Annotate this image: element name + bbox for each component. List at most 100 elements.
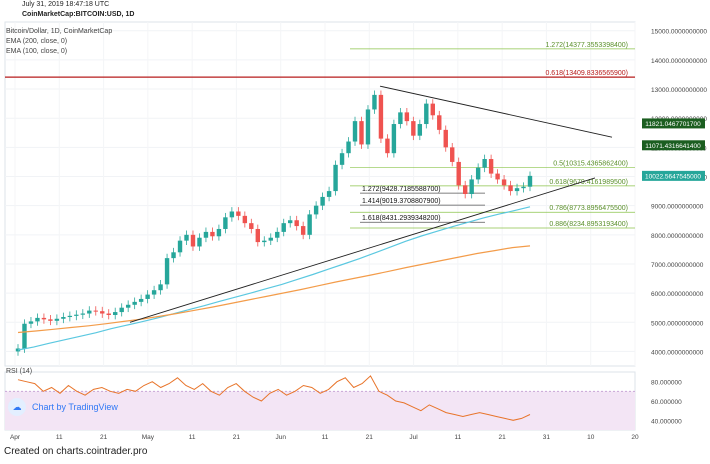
x-tick-label: 11 — [454, 434, 461, 441]
fib-level-label: 1.414(9019.3708807900) — [362, 198, 441, 205]
candle-body — [242, 215, 248, 224]
price-badge — [642, 170, 705, 181]
cloud-icon: ☁ — [8, 398, 26, 416]
x-tick-label: 20 — [631, 434, 639, 441]
candle-body — [514, 188, 520, 192]
candle-body — [339, 153, 345, 165]
candle-body — [41, 317, 47, 320]
candle-body — [527, 175, 533, 187]
price-badge — [642, 140, 705, 151]
candle-body — [236, 211, 241, 216]
candle-body — [450, 147, 455, 162]
candle-body — [488, 159, 494, 174]
candle-body — [443, 129, 448, 148]
candle-body — [268, 237, 273, 241]
candle-body — [320, 196, 325, 206]
candle-body — [482, 159, 487, 168]
fib-level-label: 0.886(8234.8953193400) — [549, 221, 628, 228]
price-badge-label: 11071.4316641400 — [645, 143, 701, 150]
header-symbol: CoinMarketCap:BITCOIN:USD, 1D — [22, 11, 135, 18]
candle-body — [255, 228, 260, 243]
fib-level-label: 0.618(13409.8336565900) — [545, 70, 628, 77]
tradingview-badge[interactable]: ☁ Chart by TradingView — [8, 398, 118, 416]
candle-body — [190, 234, 196, 247]
candle-body — [210, 231, 215, 237]
x-tick-label: 11 — [189, 434, 196, 441]
price-badge — [642, 118, 705, 129]
candle-body — [294, 220, 299, 227]
price-tick-label: 5000.0000000000 — [651, 320, 704, 327]
candle-body — [197, 237, 202, 247]
candle-body — [74, 314, 79, 316]
header-date: July 31, 2019 18:47:18 UTC — [22, 1, 110, 8]
candle-body — [158, 284, 163, 291]
candle-body — [106, 313, 111, 315]
candle-body — [352, 121, 358, 142]
candle-body — [54, 318, 60, 321]
candle-body — [469, 179, 474, 194]
candle-body — [125, 304, 131, 308]
candle-body — [138, 298, 144, 302]
x-tick-label: 10 — [587, 434, 595, 441]
x-tick-label: 11 — [322, 434, 329, 441]
candle-body — [404, 112, 410, 122]
candle-body — [28, 321, 34, 324]
candle-body — [307, 214, 312, 235]
candle-body — [203, 231, 209, 238]
x-tick-label: Jul — [409, 434, 418, 441]
candle-body — [171, 252, 176, 259]
price-badge-label: 11821.0467701700 — [645, 121, 701, 128]
candle-body — [456, 161, 461, 186]
candle-body — [346, 141, 351, 154]
candle-body — [164, 258, 170, 285]
candle-body — [326, 191, 332, 197]
candle-body — [61, 317, 66, 319]
rsi-tick-label: 40.000000 — [651, 418, 682, 425]
candle-body — [475, 167, 481, 180]
candle-body — [87, 310, 92, 314]
fib-level-label: 1.272(14377.3553398400) — [545, 42, 628, 49]
candle-body — [424, 103, 429, 125]
tradingview-badge-text: Chart by TradingView — [32, 402, 118, 412]
candle-body — [398, 112, 403, 125]
support-trendline — [129, 177, 596, 323]
candle-body — [35, 317, 40, 322]
candle-body — [359, 121, 364, 145]
price-tick-label: 15000.0000000000 — [651, 29, 707, 36]
x-tick-label: 21 — [100, 434, 108, 441]
candle-body — [67, 315, 73, 318]
candle-body — [372, 94, 377, 110]
candle-body — [22, 323, 27, 349]
rsi-tick-label: 60.000000 — [651, 399, 682, 406]
candle-body — [300, 226, 306, 235]
candle-body — [223, 217, 228, 229]
x-tick-label: 21 — [366, 434, 374, 441]
candle-body — [495, 173, 500, 180]
candle-body — [145, 294, 150, 299]
candle-body — [177, 240, 183, 253]
candle-body — [417, 124, 423, 136]
candle-body — [521, 186, 526, 189]
price-tick-label: 14000.0000000000 — [651, 58, 707, 65]
candle-body — [93, 310, 98, 312]
price-tick-label: 7000.0000000000 — [651, 262, 704, 269]
price-pane — [4, 21, 636, 367]
rsi-line — [17, 375, 531, 421]
ema200-line — [17, 245, 531, 334]
candle-body — [216, 228, 222, 237]
price-badge-label: 10022.5647545000 — [645, 173, 701, 180]
candle-body — [119, 307, 124, 313]
fib-level-label: 1.272(9428.7185588700) — [362, 186, 441, 193]
candle-body — [262, 240, 267, 243]
candle-body — [313, 205, 319, 215]
x-tick-label: 21 — [499, 434, 507, 441]
candle-body — [249, 223, 254, 229]
candle-body — [391, 124, 397, 154]
price-tick-label: 6000.0000000000 — [651, 291, 704, 298]
candle-body — [100, 311, 105, 314]
x-tick-label: Apr — [10, 434, 21, 441]
x-tick-label: May — [142, 434, 155, 441]
candle-body — [365, 109, 371, 145]
